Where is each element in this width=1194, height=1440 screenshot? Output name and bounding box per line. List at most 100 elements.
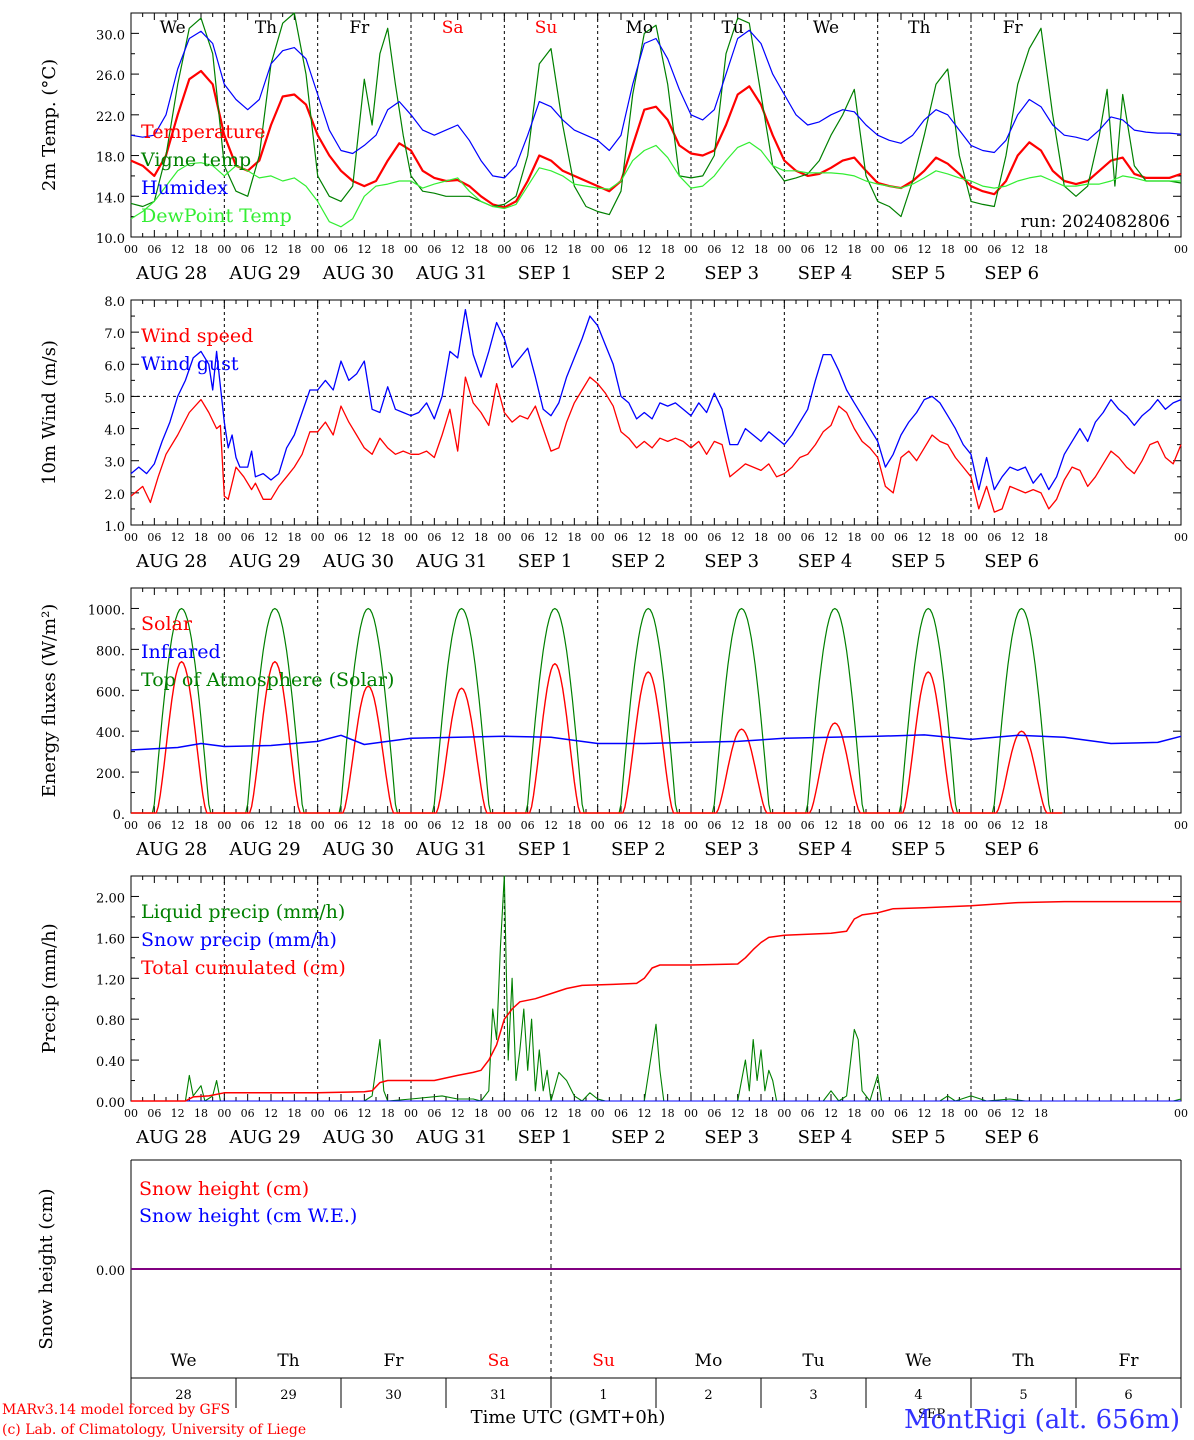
wind-y-tick-label: 4.0: [104, 424, 125, 439]
panel-snow: We 28 Th 29 Fr 30 Sa 31 Su 1 Mo 2 Tu 3 We 4 Th 5 Fr 6 0.00 Sn…: [36, 1159, 1182, 1408]
wind-hour-label: 18: [754, 531, 768, 544]
temp-day-name: Sa: [442, 18, 464, 38]
precip-hour-label: 00: [684, 1107, 698, 1120]
precip-date-label: SEP 3: [704, 1127, 759, 1148]
energy-frame: [130, 587, 1182, 814]
temp-hour-label: 06: [241, 243, 255, 256]
temp-series-1: [130, 12, 1182, 218]
precip-hour-label: 06: [987, 1107, 1001, 1120]
run-label: run: 2024082806: [1021, 212, 1170, 232]
footer-model-text: MARv3.14 model forced by GFS: [2, 1402, 230, 1418]
precip-hour-label: 12: [731, 1107, 745, 1120]
energy-hour-label: 18: [194, 819, 208, 832]
temp-day-name: Th: [908, 18, 930, 38]
precip-hour-label: 00: [311, 1107, 325, 1120]
precip-date-label: SEP 4: [798, 1127, 853, 1148]
precip-hour-label: 00: [591, 1107, 605, 1120]
energy-hour-label: 00: [871, 819, 885, 832]
energy-date-label: AUG 28: [135, 839, 207, 860]
energy-hour-label: 18: [941, 819, 955, 832]
wind-hour-label: 12: [637, 531, 651, 544]
wind-hour-label: 12: [264, 531, 278, 544]
temp-hour-label: 00: [311, 243, 325, 256]
snow-day-name: Tu: [802, 1351, 824, 1371]
energy-hour-label: 12: [824, 819, 838, 832]
precip-hour-label: 12: [637, 1107, 651, 1120]
temp-hour-label: 18: [941, 243, 955, 256]
temp-day-name: We: [160, 18, 186, 38]
precip-hour-label: 12: [357, 1107, 371, 1120]
energy-hour-label: 06: [334, 819, 348, 832]
wind-series-0: [130, 376, 1182, 513]
wind-date-label: SEP 6: [984, 551, 1039, 572]
temp-date-label: SEP 1: [518, 263, 573, 284]
precip-date-label: SEP 6: [984, 1127, 1039, 1148]
temp-hour-label: 00: [124, 243, 138, 256]
footer: MARv3.14 model forced by GFS (c) Lab. of…: [2, 1402, 1180, 1438]
wind-hour-label: 12: [451, 531, 465, 544]
wind-hour-label: 06: [521, 531, 535, 544]
temp-y-tick-label: 10.0: [96, 232, 125, 247]
precip-hour-label: 12: [171, 1107, 185, 1120]
precip-hour-label: 18: [941, 1107, 955, 1120]
wind-date-label: AUG 29: [228, 551, 300, 572]
precip-legend-0: Liquid precip (mm/h): [141, 901, 345, 923]
energy-legend-2: Top of Atmosphere (Solar): [141, 669, 394, 691]
precip-hour-label: 18: [474, 1107, 488, 1120]
precip-hour-label: 06: [147, 1107, 161, 1120]
precip-hour-label: 12: [824, 1107, 838, 1120]
wind-hour-label: 06: [987, 531, 1001, 544]
energy-date-label: AUG 30: [322, 839, 394, 860]
snow-day-name: Th: [277, 1351, 299, 1371]
temp-series-2: [130, 29, 1182, 179]
precip-hour-label: 18: [1034, 1107, 1048, 1120]
snow-day-name: Sa: [488, 1351, 510, 1371]
temp-y-tick-label: 22.0: [96, 110, 125, 125]
temp-frame: [130, 12, 1182, 238]
wind-hour-label: 06: [241, 531, 255, 544]
snow-y-tick-label: 0.00: [96, 1264, 125, 1279]
footer-overlap-label: SEP: [918, 1407, 945, 1422]
snow-legend-0: Snow height (cm): [139, 1178, 309, 1200]
precip-y-tick-label: 1.20: [96, 973, 125, 988]
precip-legend-2: Total cumulated (cm): [141, 957, 346, 979]
wind-hour-label: 12: [1011, 531, 1025, 544]
temp-hour-label: 00: [591, 243, 605, 256]
temp-day-name: Th: [255, 18, 277, 38]
snow-day-number: 31: [490, 1388, 507, 1403]
wind-hour-label: 06: [147, 531, 161, 544]
energy-hour-label: 00: [217, 819, 231, 832]
energy-hour-label: 18: [1034, 819, 1048, 832]
precip-y-tick-label: 0.00: [96, 1096, 125, 1111]
temp-hour-label: 00: [964, 243, 978, 256]
wind-hour-label: 12: [544, 531, 558, 544]
wind-hour-label: 06: [614, 531, 628, 544]
precip-hour-label: 18: [661, 1107, 675, 1120]
precip-hour-label: 12: [1011, 1107, 1025, 1120]
wind-legend-0: Wind speed: [141, 325, 253, 347]
temp-y-tick-label: 14.0: [96, 191, 125, 206]
snow-day-number: 2: [704, 1388, 712, 1403]
wind-date-label: SEP 1: [518, 551, 573, 572]
wind-date-label: AUG 28: [135, 551, 207, 572]
energy-hour-label: 12: [171, 819, 185, 832]
temp-hour-label: 12: [451, 243, 465, 256]
energy-date-label: SEP 2: [611, 839, 666, 860]
energy-hour-label: 18: [381, 819, 395, 832]
energy-hour-label: 00: [591, 819, 605, 832]
precip-hour-label: 00: [124, 1107, 138, 1120]
precip-hour-label: 00: [777, 1107, 791, 1120]
temp-day-name: Fr: [1003, 18, 1024, 38]
energy-legend-0: Solar: [141, 613, 193, 635]
precip-hour-label: 18: [381, 1107, 395, 1120]
wind-hour-label: 00: [684, 531, 698, 544]
wind-hour-label: 00: [404, 531, 418, 544]
energy-hour-label: 06: [241, 819, 255, 832]
precip-hour-label: 00: [964, 1107, 978, 1120]
temp-hour-label: 18: [567, 243, 581, 256]
wind-hour-label: 12: [171, 531, 185, 544]
temp-hour-label: 00: [871, 243, 885, 256]
wind-hour-label: 18: [287, 531, 301, 544]
precip-hour-label: 06: [427, 1107, 441, 1120]
wind-hour-label: 18: [1034, 531, 1048, 544]
